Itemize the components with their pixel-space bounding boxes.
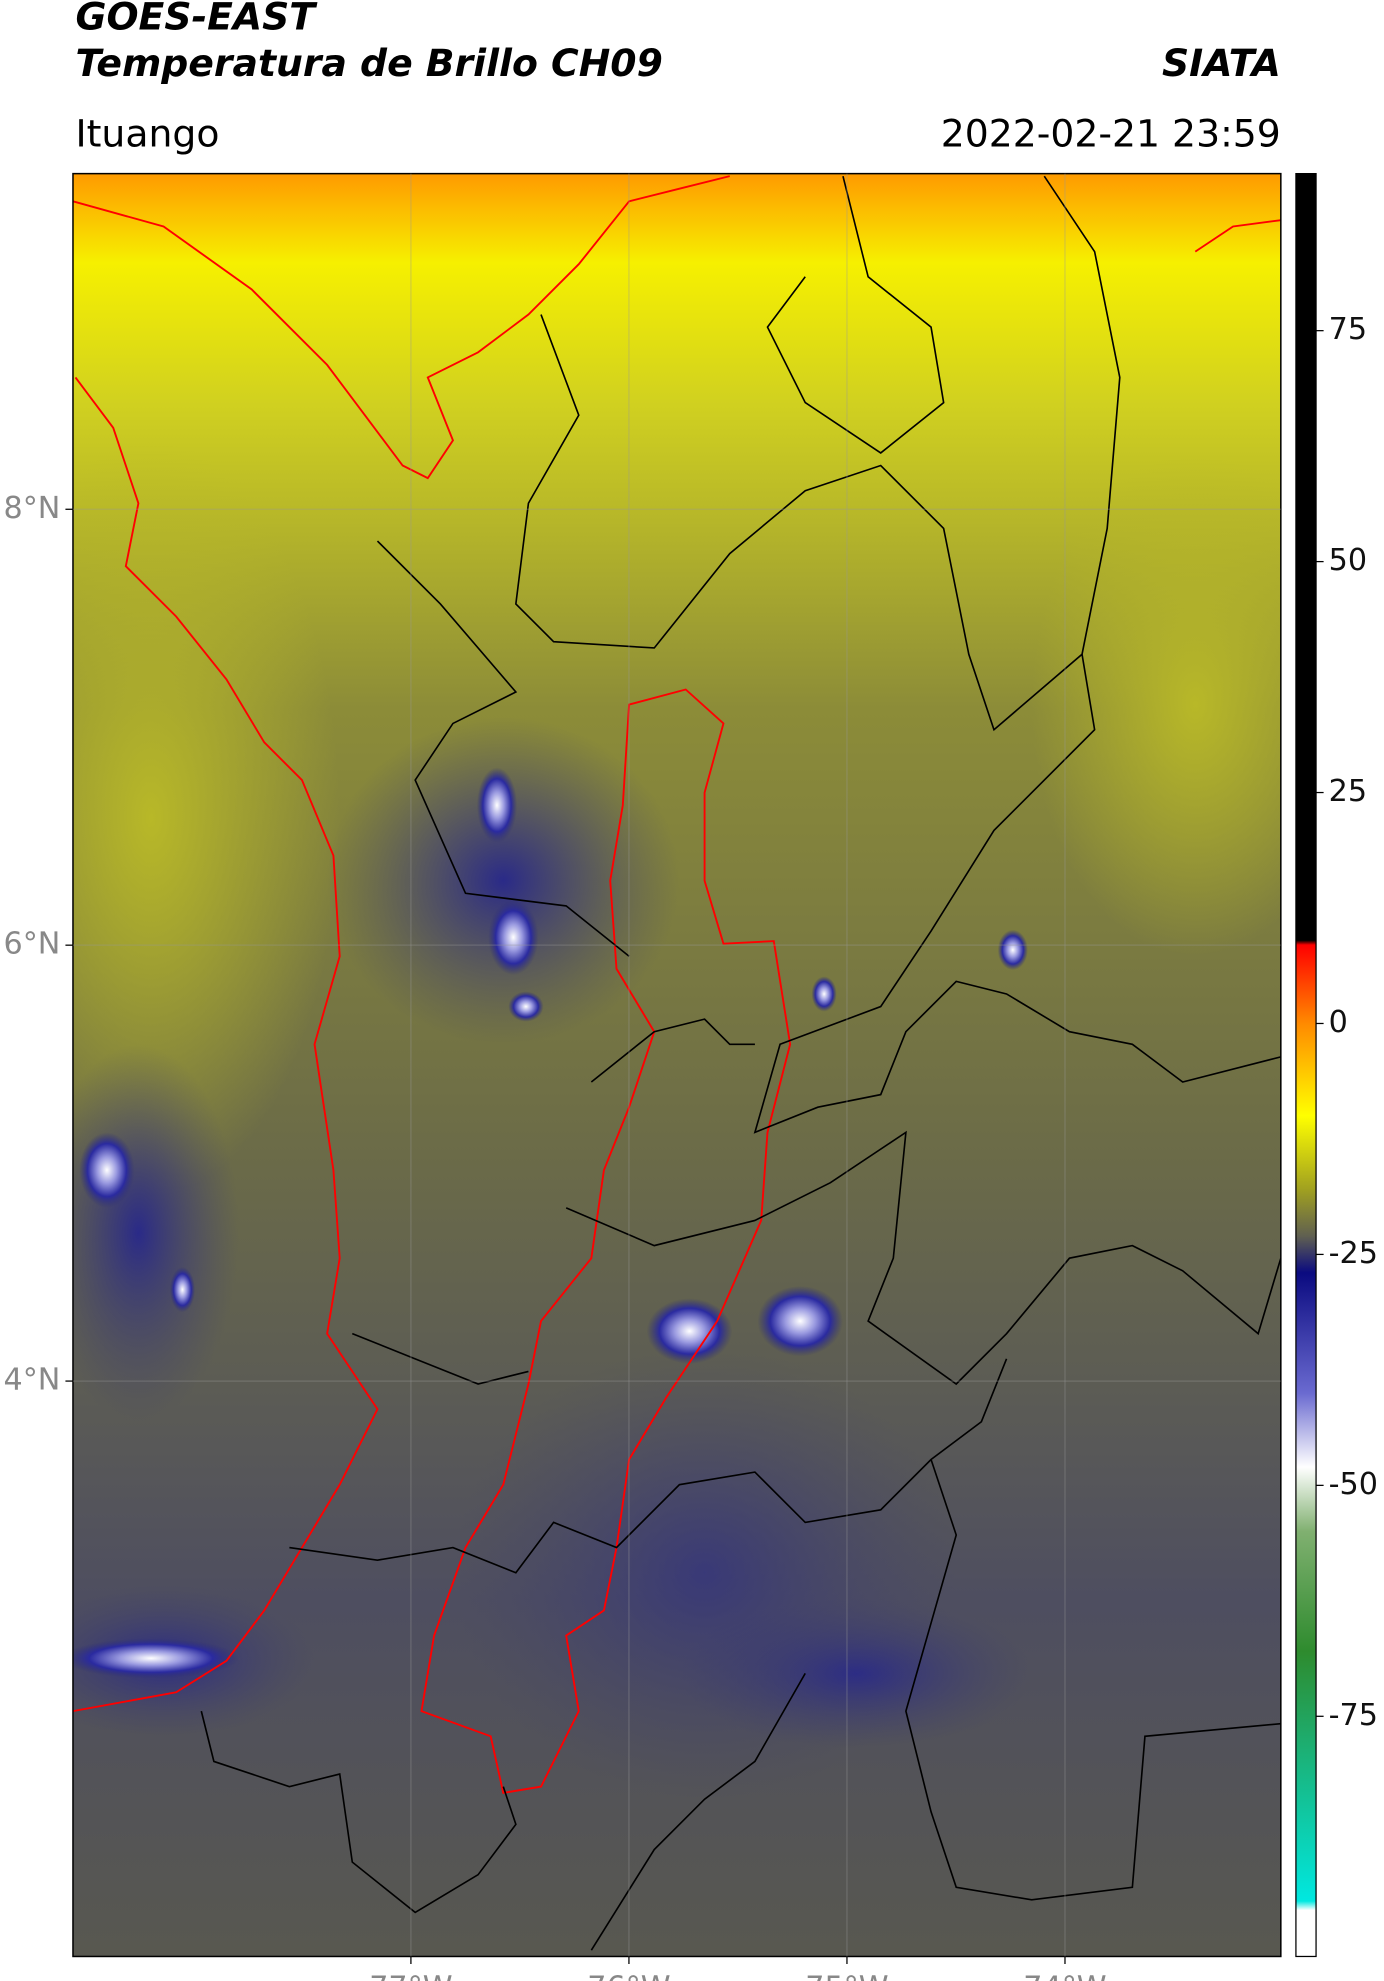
colorbar: [1295, 172, 1317, 1958]
map-frame: [72, 172, 1282, 1958]
source: SIATA: [1162, 41, 1281, 85]
x-tick-label: 77°W: [369, 1971, 452, 1981]
datetime: 2022-02-21 23:59: [941, 111, 1281, 155]
y-tick-label: 6°N: [4, 927, 61, 962]
subtitle: Temperatura de Brillo CH09: [75, 41, 662, 85]
colorbar-tick-label: 50: [1329, 543, 1367, 578]
x-tick-label: 75°W: [805, 1971, 888, 1981]
x-tick-label: 76°W: [587, 1971, 670, 1981]
x-tick-label: 74°W: [1023, 1971, 1106, 1981]
location: Ituango: [75, 111, 219, 155]
y-tick-label: 4°N: [4, 1363, 61, 1398]
colorbar-tick-label: -75: [1329, 1698, 1378, 1733]
colorbar-tick-label: -50: [1329, 1467, 1378, 1502]
map-image: [72, 173, 1281, 1957]
y-tick-label: 8°N: [4, 491, 61, 526]
colorbar-tick-label: 75: [1329, 312, 1367, 347]
title: GOES-EAST: [75, 0, 318, 38]
colorbar-tick-label: 25: [1329, 774, 1367, 809]
colorbar-tick-label: 0: [1329, 1005, 1348, 1040]
colorbar-tick-label: -25: [1329, 1236, 1378, 1271]
